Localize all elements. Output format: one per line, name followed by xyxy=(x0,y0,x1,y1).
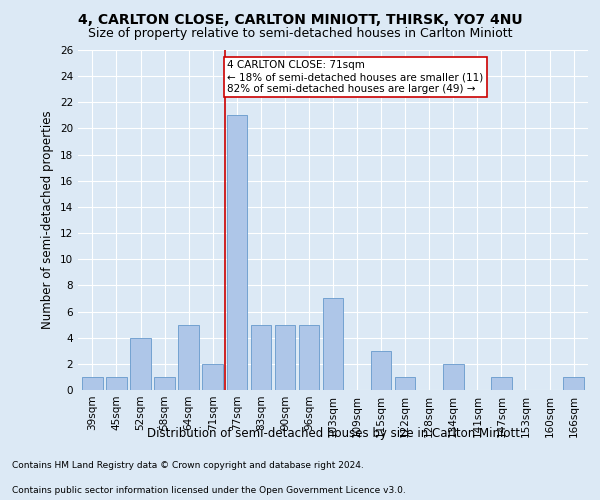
Bar xyxy=(154,377,175,390)
Bar xyxy=(106,377,127,390)
Bar xyxy=(275,324,295,390)
Bar xyxy=(443,364,464,390)
Text: 4 CARLTON CLOSE: 71sqm
← 18% of semi-detached houses are smaller (11)
82% of sem: 4 CARLTON CLOSE: 71sqm ← 18% of semi-det… xyxy=(227,60,484,94)
Y-axis label: Number of semi-detached properties: Number of semi-detached properties xyxy=(41,110,55,330)
Text: Size of property relative to semi-detached houses in Carlton Miniott: Size of property relative to semi-detach… xyxy=(88,28,512,40)
Bar xyxy=(323,298,343,390)
Bar xyxy=(299,324,319,390)
Bar xyxy=(227,116,247,390)
Bar xyxy=(202,364,223,390)
Text: Contains public sector information licensed under the Open Government Licence v3: Contains public sector information licen… xyxy=(12,486,406,495)
Text: 4, CARLTON CLOSE, CARLTON MINIOTT, THIRSK, YO7 4NU: 4, CARLTON CLOSE, CARLTON MINIOTT, THIRS… xyxy=(77,12,523,26)
Bar xyxy=(371,351,391,390)
Bar xyxy=(563,377,584,390)
Bar xyxy=(491,377,512,390)
Text: Contains HM Land Registry data © Crown copyright and database right 2024.: Contains HM Land Registry data © Crown c… xyxy=(12,461,364,470)
Bar xyxy=(395,377,415,390)
Text: Distribution of semi-detached houses by size in Carlton Miniott: Distribution of semi-detached houses by … xyxy=(146,428,520,440)
Bar xyxy=(130,338,151,390)
Bar xyxy=(178,324,199,390)
Bar xyxy=(82,377,103,390)
Bar xyxy=(251,324,271,390)
